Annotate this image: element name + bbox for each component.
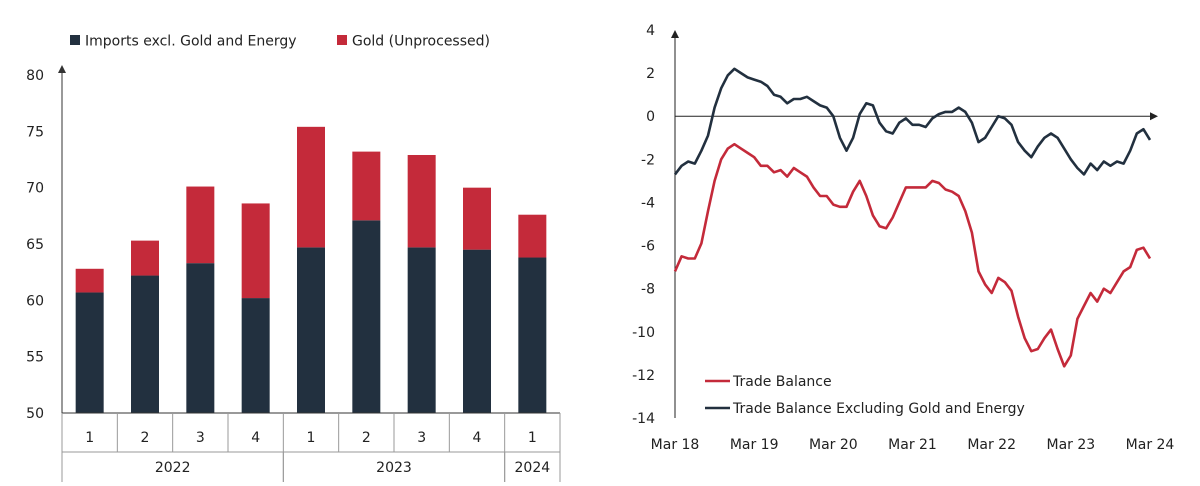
series-line-trade-balance xyxy=(673,142,1152,368)
y-tick-label: 55 xyxy=(26,350,44,366)
bar-gold xyxy=(518,214,547,258)
bar-imports xyxy=(352,220,381,413)
x-tick-label: 2 xyxy=(362,430,371,446)
bar-imports xyxy=(75,292,104,413)
x-tick-label: 3 xyxy=(196,430,205,446)
y-tick-label: 60 xyxy=(26,293,44,309)
bar-gold xyxy=(241,203,270,299)
y-tick-label: 2 xyxy=(646,66,655,82)
legend-swatch xyxy=(337,35,347,45)
x-tick-label: Mar 19 xyxy=(730,437,779,453)
x-tick-label: Mar 18 xyxy=(651,437,700,453)
x-tick-label: 1 xyxy=(307,430,316,446)
bar-gold xyxy=(407,154,436,248)
legend-label: Trade Balance Excluding Gold and Energy xyxy=(732,401,1025,417)
bar-gold xyxy=(131,240,159,276)
bar-gold xyxy=(352,151,381,221)
x-tick-label: 4 xyxy=(473,430,482,446)
bar-imports xyxy=(186,263,215,413)
y-tick-label: -4 xyxy=(641,195,655,211)
x-tick-label: Mar 23 xyxy=(1046,437,1095,453)
y-axis-arrow xyxy=(671,30,679,38)
y-tick-label: 4 xyxy=(646,23,655,39)
bar-imports xyxy=(407,247,436,413)
x-tick-label: 4 xyxy=(251,430,260,446)
x-tick-label: Mar 24 xyxy=(1126,437,1175,453)
y-tick-label: 70 xyxy=(26,181,44,197)
bar-imports xyxy=(518,257,547,413)
bar-gold xyxy=(75,268,104,293)
y-tick-label: -6 xyxy=(641,239,655,255)
legend-label: Gold (Unprocessed) xyxy=(352,34,490,50)
x-tick-label: 1 xyxy=(528,430,537,446)
bar-imports xyxy=(131,275,159,413)
x-tick-label: Mar 20 xyxy=(809,437,858,453)
series-line-trade-balance-ex-gold-energy xyxy=(673,67,1152,176)
y-tick-label: 0 xyxy=(646,109,655,125)
year-label: 2022 xyxy=(155,460,191,476)
bar-gold xyxy=(463,187,491,250)
y-tick-label: 80 xyxy=(26,68,44,84)
y-tick-label: -10 xyxy=(632,325,655,341)
y-tick-label: -8 xyxy=(641,282,655,298)
y-tick-label: -2 xyxy=(641,152,655,168)
x-tick-label: Mar 22 xyxy=(967,437,1016,453)
bar-gold xyxy=(186,186,215,264)
x-tick-label: 1 xyxy=(85,430,94,446)
bar-imports xyxy=(463,249,491,413)
bar-imports xyxy=(297,247,325,413)
bar-imports xyxy=(241,298,270,413)
x-tick-label: 2 xyxy=(141,430,150,446)
line-chart: 4 2 0 -2 -4 -6 -8 -10 -12 -14 Mar 18 Mar 19 Mar 20 Ma… xyxy=(632,23,1175,453)
y-tick-label: 50 xyxy=(26,406,44,422)
legend-label: Trade Balance xyxy=(732,374,832,390)
y-axis-arrow xyxy=(58,65,66,73)
legend-swatch xyxy=(70,35,80,45)
y-tick-label: 65 xyxy=(26,237,44,253)
legend-label: Imports excl. Gold and Energy xyxy=(85,34,297,50)
y-tick-label: -14 xyxy=(632,411,655,427)
year-label: 2023 xyxy=(376,460,412,476)
x-tick-label: 3 xyxy=(417,430,426,446)
x-axis-arrow xyxy=(1150,112,1158,121)
y-tick-label: -12 xyxy=(632,368,655,384)
bar-gold xyxy=(297,126,325,248)
x-tick-label: Mar 21 xyxy=(888,437,937,453)
y-tick-label: 75 xyxy=(26,124,44,140)
stacked-bar-chart: Imports excl. Gold and Energy Gold (Unpro… xyxy=(26,34,561,482)
year-label: 2024 xyxy=(515,460,551,476)
